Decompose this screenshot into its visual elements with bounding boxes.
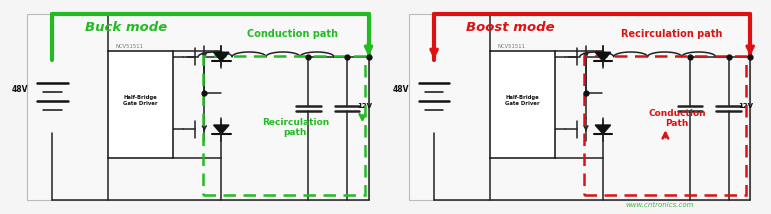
Text: Conduction
Path: Conduction Path [648,109,705,128]
Bar [203,56,365,195]
Text: 12V: 12V [357,103,372,109]
Polygon shape [214,125,229,134]
Polygon shape [214,52,229,61]
Bar [27,14,369,200]
Text: Recirculation
path: Recirculation path [261,118,329,137]
Bar [584,56,746,195]
Bar [409,14,750,200]
Bar [108,51,173,158]
Text: Half-Bridge
Gate Driver: Half-Bridge Gate Driver [123,95,158,106]
Text: NCV51511: NCV51511 [497,44,525,49]
Polygon shape [595,125,611,134]
Text: NCV51511: NCV51511 [116,44,143,49]
Text: www.cntronics.com: www.cntronics.com [625,202,693,208]
Bar [490,51,555,158]
Text: Half-Bridge
Gate Driver: Half-Bridge Gate Driver [505,95,540,106]
Text: Conduction path: Conduction path [247,29,338,39]
Text: Buck mode: Buck mode [85,21,167,34]
Polygon shape [595,52,611,61]
Text: 12V: 12V [739,103,753,109]
Text: 48V: 48V [393,85,409,94]
Text: 48V: 48V [12,85,28,94]
Text: Boost mode: Boost mode [466,21,555,34]
Text: Recirculation path: Recirculation path [621,29,722,39]
